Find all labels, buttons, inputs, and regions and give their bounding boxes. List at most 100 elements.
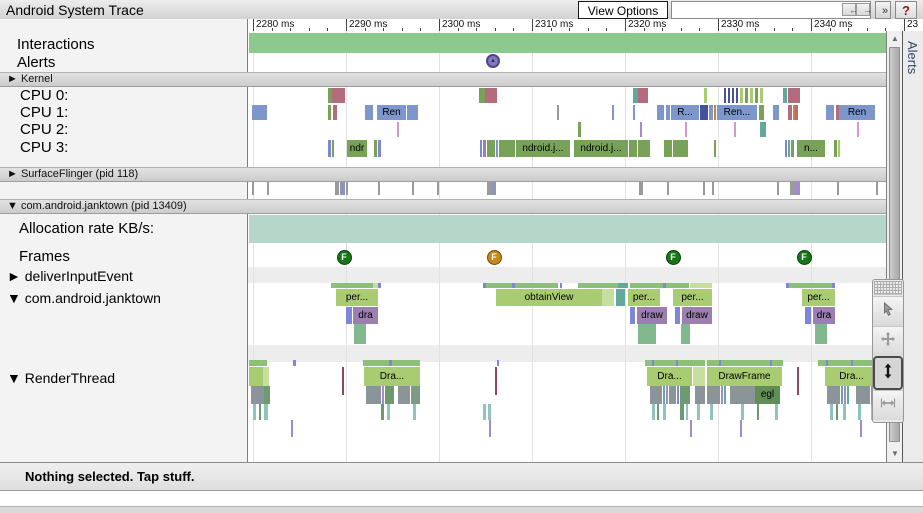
trace-slice[interactable]: Ren... <box>717 105 757 120</box>
trace-slice[interactable] <box>378 140 381 157</box>
trace-slice[interactable] <box>697 404 700 420</box>
trace-slice[interactable] <box>712 182 714 195</box>
trace-slice[interactable] <box>745 88 748 103</box>
trace-slice[interactable] <box>740 420 742 437</box>
trace-slice[interactable] <box>837 182 839 195</box>
surfaceflinger-section-header[interactable]: ► SurfaceFlinger (pid 118) <box>0 167 893 182</box>
trace-slice[interactable] <box>483 404 486 420</box>
trace-slice[interactable] <box>719 360 721 366</box>
trace-slice[interactable] <box>667 182 669 195</box>
allocation-band[interactable] <box>249 215 886 243</box>
trace-slice[interactable] <box>856 386 870 404</box>
trace-slice[interactable] <box>805 307 811 324</box>
trace-slice[interactable] <box>557 105 559 120</box>
trace-slice[interactable] <box>485 88 497 103</box>
deliver-input-event-row-label[interactable]: ► deliverInputEvent <box>7 268 133 284</box>
trace-slice[interactable] <box>512 283 515 288</box>
trace-slice[interactable] <box>700 105 708 120</box>
trace-slice[interactable] <box>488 404 491 420</box>
trace-slice[interactable] <box>373 283 378 288</box>
trace-slice[interactable] <box>788 88 800 103</box>
trace-slice[interactable] <box>681 324 690 344</box>
trace-slice[interactable]: per... <box>336 289 378 306</box>
trace-slice[interactable] <box>693 367 705 386</box>
trace-slice[interactable] <box>480 140 482 157</box>
trace-slice[interactable]: per... <box>802 289 835 306</box>
trace-slice[interactable] <box>479 88 485 103</box>
trace-slice[interactable] <box>704 88 707 103</box>
trace-slice[interactable] <box>724 386 726 404</box>
trace-slice[interactable] <box>663 386 665 404</box>
renderthread-row-label[interactable]: ▼ RenderThread <box>7 370 116 386</box>
trace-slice[interactable] <box>346 307 352 324</box>
trace-slice[interactable] <box>664 140 672 157</box>
trace-slice[interactable] <box>657 105 664 120</box>
trace-slice[interactable] <box>650 386 662 404</box>
trace-slice[interactable] <box>515 283 558 288</box>
trace-slice[interactable] <box>734 122 736 137</box>
trace-slice[interactable] <box>663 404 666 420</box>
trace-slice[interactable]: n... <box>797 140 825 157</box>
frame-marker[interactable]: F <box>336 250 352 265</box>
trace-slice[interactable] <box>652 404 655 420</box>
trace-slice[interactable] <box>486 283 512 288</box>
trace-slice[interactable] <box>773 105 779 120</box>
frame-marker[interactable]: F <box>796 250 812 265</box>
trace-slice[interactable] <box>777 182 779 195</box>
trace-slice[interactable] <box>252 105 267 120</box>
trace-slice[interactable] <box>740 88 743 103</box>
trace-slice[interactable] <box>412 182 414 195</box>
trace-slice[interactable] <box>640 122 642 137</box>
trace-slice[interactable] <box>707 360 783 366</box>
trace-slice[interactable] <box>413 404 416 420</box>
trace-slice[interactable] <box>826 360 828 366</box>
trace-slice[interactable] <box>638 324 656 344</box>
trace-slice[interactable] <box>730 386 755 404</box>
pan-mode-button[interactable] <box>873 326 903 356</box>
trace-slice[interactable] <box>645 360 705 366</box>
trace-slice[interactable] <box>790 182 796 195</box>
trace-slice[interactable] <box>770 360 772 366</box>
trace-slice[interactable] <box>328 105 331 120</box>
trace-slice[interactable] <box>728 88 730 103</box>
trace-slice[interactable] <box>721 386 723 404</box>
trace-slice[interactable] <box>633 88 638 103</box>
trace-slice[interactable] <box>264 404 268 420</box>
trace-slice[interactable] <box>497 360 499 366</box>
trace-slice[interactable] <box>630 283 663 288</box>
trace-slice[interactable] <box>669 386 676 404</box>
trace-slice[interactable]: ndroid.j... <box>574 140 628 157</box>
trace-slice[interactable] <box>676 360 678 366</box>
trace-slice[interactable] <box>760 122 766 137</box>
trace-slice[interactable] <box>675 307 680 324</box>
expand-search-button[interactable]: » <box>875 1 891 19</box>
trace-slice[interactable] <box>666 386 668 404</box>
trace-slice[interactable] <box>844 386 846 404</box>
trace-slice[interactable] <box>332 140 334 157</box>
trace-slice[interactable] <box>638 140 650 157</box>
trace-slice[interactable] <box>483 140 486 157</box>
scroll-down-icon[interactable]: ▼ <box>891 449 899 458</box>
trace-slice[interactable] <box>876 182 878 195</box>
trace-slice[interactable] <box>788 105 792 120</box>
trace-slice[interactable] <box>673 140 688 157</box>
trace-slice[interactable] <box>838 140 840 157</box>
trace-slice[interactable] <box>354 324 366 344</box>
trace-slice[interactable] <box>834 140 837 157</box>
trace-slice[interactable]: ndroid.j... <box>516 140 570 157</box>
kernel-section-header[interactable]: ► Kernel <box>0 72 893 87</box>
tracks-viewport[interactable]: Ren R... Ren... Ren ndr ndroid.j... ndroid.j..… <box>248 31 886 462</box>
trace-slice[interactable] <box>652 360 654 366</box>
trace-slice[interactable]: per... <box>673 289 712 306</box>
trace-slice[interactable] <box>328 88 332 103</box>
trace-slice[interactable] <box>690 283 712 288</box>
trace-slice[interactable] <box>366 386 381 404</box>
trace-slice[interactable] <box>677 386 679 404</box>
trace-slice[interactable] <box>760 88 763 103</box>
horizontal-zoom-mode-button[interactable] <box>873 390 903 420</box>
trace-slice[interactable] <box>560 283 562 288</box>
search-input[interactable] <box>671 1 871 19</box>
trace-slice[interactable] <box>638 88 648 103</box>
trace-slice[interactable] <box>618 283 628 288</box>
trace-slice[interactable] <box>437 182 439 195</box>
